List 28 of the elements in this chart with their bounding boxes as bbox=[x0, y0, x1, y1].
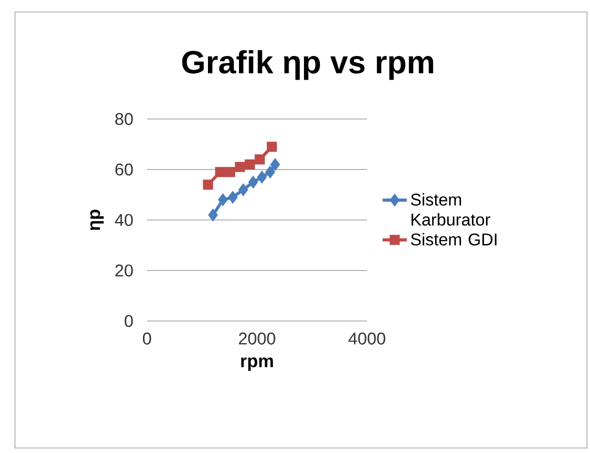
point bbox=[215, 166, 226, 178]
point bbox=[234, 162, 246, 172]
y-tick-label: 20 bbox=[115, 264, 133, 277]
y-tick-label: 80 bbox=[115, 112, 133, 126]
legend-label: Sistem GDI bbox=[410, 233, 496, 246]
point bbox=[208, 208, 218, 222]
point bbox=[270, 158, 280, 172]
point bbox=[257, 170, 267, 184]
point bbox=[228, 190, 238, 204]
point bbox=[244, 159, 255, 170]
point bbox=[265, 165, 276, 179]
y-tick-label: 60 bbox=[115, 163, 133, 176]
point bbox=[266, 142, 277, 152]
x-tick-label: 4000 bbox=[348, 332, 386, 345]
chart-title: Grafik ηp vs rpm bbox=[182, 50, 434, 80]
x-tick-label: 2000 bbox=[238, 332, 276, 345]
point bbox=[248, 176, 258, 189]
x-tick-label: 0 bbox=[142, 332, 152, 345]
point bbox=[218, 193, 228, 206]
legend-label: Sistem Karburator bbox=[410, 193, 490, 226]
y-tick-label: 40 bbox=[114, 214, 133, 226]
point bbox=[224, 166, 236, 178]
y-axis-title: ηp bbox=[90, 210, 104, 230]
y-tick-label: 0 bbox=[124, 314, 133, 328]
point bbox=[254, 154, 265, 164]
point bbox=[202, 180, 214, 190]
x-axis-title: rpm bbox=[241, 357, 273, 371]
point bbox=[238, 183, 248, 196]
